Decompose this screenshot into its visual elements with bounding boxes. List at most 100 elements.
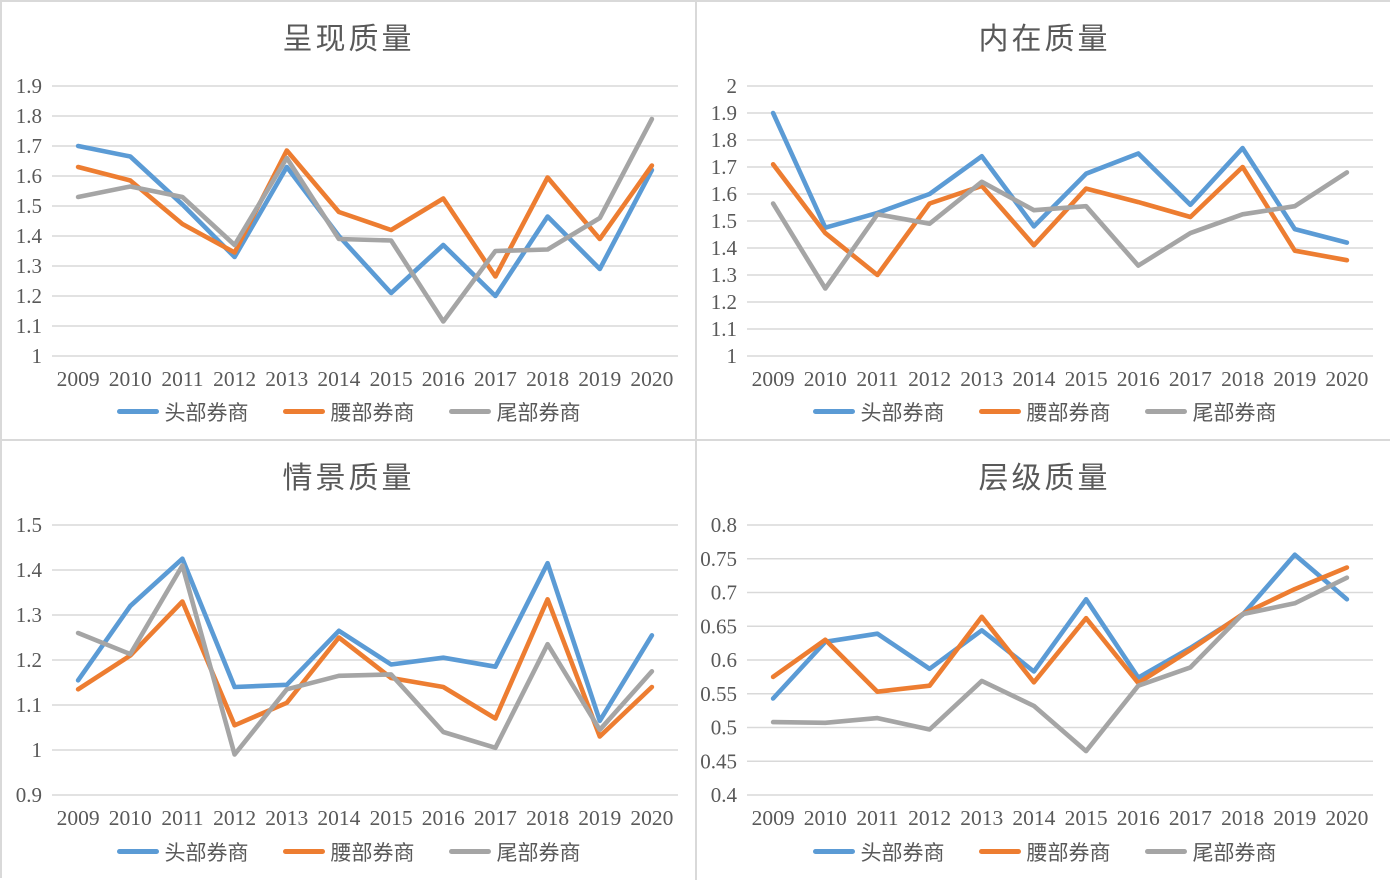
x-tick-label: 2009 — [57, 367, 100, 391]
x-tick-label: 2012 — [908, 367, 951, 391]
chart-legend: 头部券商 腰部券商 尾部券商 — [697, 394, 1390, 439]
x-tick-label: 2014 — [1012, 806, 1055, 830]
y-tick-label: 1.7 — [16, 134, 42, 158]
legend-item[interactable]: 腰部券商 — [282, 837, 415, 867]
series-line-0 — [770, 110, 1350, 245]
x-tick-label: 2017 — [474, 806, 517, 830]
x-tick-label: 2013 — [960, 367, 1003, 391]
y-tick-label: 1.3 — [16, 603, 42, 627]
chart-legend: 头部券商 腰部券商 尾部券商 — [2, 394, 695, 439]
x-tick-label: 2015 — [370, 367, 413, 391]
legend-line-swatch — [116, 849, 159, 854]
x-tick-label: 2016 — [1117, 367, 1160, 391]
x-tick-label: 2011 — [856, 806, 898, 830]
y-tick-label: 1.2 — [16, 284, 42, 308]
x-tick-label: 2009 — [752, 806, 795, 830]
y-tick-label: 1.5 — [16, 194, 42, 218]
chart-panel-hierarchy-quality: 层级质量 0.8 0.75 0.7 0.65 0.6 0.55 0.5 0.45 0.4 2009… — [697, 441, 1390, 880]
y-tick-label: 0.7 — [711, 581, 737, 605]
chart-title: 层级质量 — [978, 462, 1111, 495]
x-tick-label: 2011 — [161, 806, 203, 830]
x-tick-label: 2020 — [630, 806, 673, 830]
series-line-2 — [770, 575, 1350, 754]
legend-label: 腰部券商 — [1026, 840, 1111, 865]
legend-item[interactable]: 尾部券商 — [1144, 397, 1277, 427]
legend-label: 腰部券商 — [330, 400, 415, 425]
x-tick-label: 2019 — [578, 367, 621, 391]
y-tick-label: 0.9 — [16, 783, 42, 807]
legend-item[interactable]: 头部券商 — [116, 837, 249, 867]
x-tick-label: 2020 — [630, 367, 673, 391]
legend-label: 尾部券商 — [496, 400, 581, 425]
y-tick-label: 0.4 — [711, 783, 738, 807]
line-chart-scenario-quality: 1.5 1.4 1.3 1.2 1.1 1 0.9 2009 2010 2011 2012 2013 2… — [16, 513, 678, 830]
series-line-1 — [75, 597, 655, 739]
legend-item[interactable]: 腰部券商 — [978, 837, 1111, 867]
line-chart-hierarchy-quality: 0.8 0.75 0.7 0.65 0.6 0.55 0.5 0.45 0.4 2009 2010 2… — [700, 513, 1373, 830]
legend-item[interactable]: 腰部券商 — [282, 397, 415, 427]
x-tick-label: 2019 — [1273, 806, 1316, 830]
y-tick-label: 1.9 — [711, 101, 737, 125]
legend-line-swatch — [282, 849, 325, 854]
legend-line-swatch — [978, 849, 1021, 854]
x-tick-label: 2012 — [908, 806, 951, 830]
y-tick-label: 1.8 — [711, 128, 737, 152]
series-line-2 — [75, 563, 655, 757]
x-tick-label: 2013 — [265, 367, 308, 391]
x-tick-label: 2010 — [109, 806, 152, 830]
x-tick-label: 2010 — [109, 367, 152, 391]
x-tick-label: 2018 — [1221, 367, 1264, 391]
x-tick-label: 2020 — [1325, 806, 1368, 830]
y-tick-label: 0.8 — [711, 513, 737, 537]
legend-label: 尾部券商 — [1192, 840, 1277, 865]
legend-line-swatch — [1144, 849, 1187, 854]
y-tick-label: 1.5 — [16, 513, 42, 537]
legend-item[interactable]: 尾部券商 — [448, 837, 581, 867]
x-tick-label: 2014 — [317, 367, 360, 391]
y-tick-label: 1.7 — [711, 155, 737, 179]
x-tick-label: 2011 — [161, 367, 203, 391]
x-tick-label: 2011 — [856, 367, 898, 391]
x-tick-label: 2016 — [422, 806, 465, 830]
legend-item[interactable]: 腰部券商 — [978, 397, 1111, 427]
x-tick-label: 2018 — [1221, 806, 1264, 830]
legend-label: 头部券商 — [164, 400, 249, 425]
x-tick-label: 2013 — [265, 806, 308, 830]
y-tick-label: 1.2 — [711, 290, 737, 314]
series-line-2 — [770, 170, 1350, 291]
series-line-1 — [75, 148, 655, 279]
y-tick-label: 1.1 — [16, 314, 42, 338]
chart-title: 呈现质量 — [282, 23, 415, 56]
y-tick-label: 1.3 — [711, 263, 737, 287]
x-tick-label: 2010 — [804, 806, 847, 830]
legend-label: 头部券商 — [164, 840, 249, 865]
x-tick-label: 2012 — [213, 367, 256, 391]
legend-item[interactable]: 头部券商 — [116, 397, 249, 427]
y-tick-label: 1.8 — [16, 104, 42, 128]
legend-label: 腰部券商 — [330, 840, 415, 865]
legend-item[interactable]: 尾部券商 — [1144, 837, 1277, 867]
x-tick-label: 2018 — [526, 367, 569, 391]
y-tick-label: 1.4 — [16, 224, 43, 248]
y-tick-label: 1.9 — [16, 74, 42, 98]
y-tick-label: 1 — [32, 738, 43, 762]
legend-item[interactable]: 尾部券商 — [448, 397, 581, 427]
chart-legend: 头部券商 腰部券商 尾部券商 — [2, 833, 695, 880]
legend-item[interactable]: 头部券商 — [812, 397, 945, 427]
chart-panel-intrinsic-quality: 内在质量 2 1.9 1.8 1.7 1.6 1.5 1.4 1.3 1.2 1.1 1 2009 20… — [697, 2, 1390, 441]
legend-item[interactable]: 头部券商 — [812, 837, 945, 867]
x-tick-label: 2019 — [1273, 367, 1316, 391]
x-tick-label: 2019 — [578, 806, 621, 830]
x-tick-label: 2017 — [1169, 806, 1212, 830]
y-tick-label: 0.45 — [700, 749, 737, 773]
y-tick-label: 1.6 — [711, 182, 737, 206]
legend-label: 头部券商 — [860, 400, 945, 425]
x-tick-label: 2009 — [57, 806, 100, 830]
y-tick-label: 1.4 — [711, 236, 738, 260]
series-line-1 — [770, 565, 1350, 694]
x-tick-label: 2015 — [1065, 806, 1108, 830]
legend-label: 腰部券商 — [1026, 400, 1111, 425]
x-tick-label: 2015 — [1065, 367, 1108, 391]
chart-title: 内在质量 — [978, 23, 1111, 56]
